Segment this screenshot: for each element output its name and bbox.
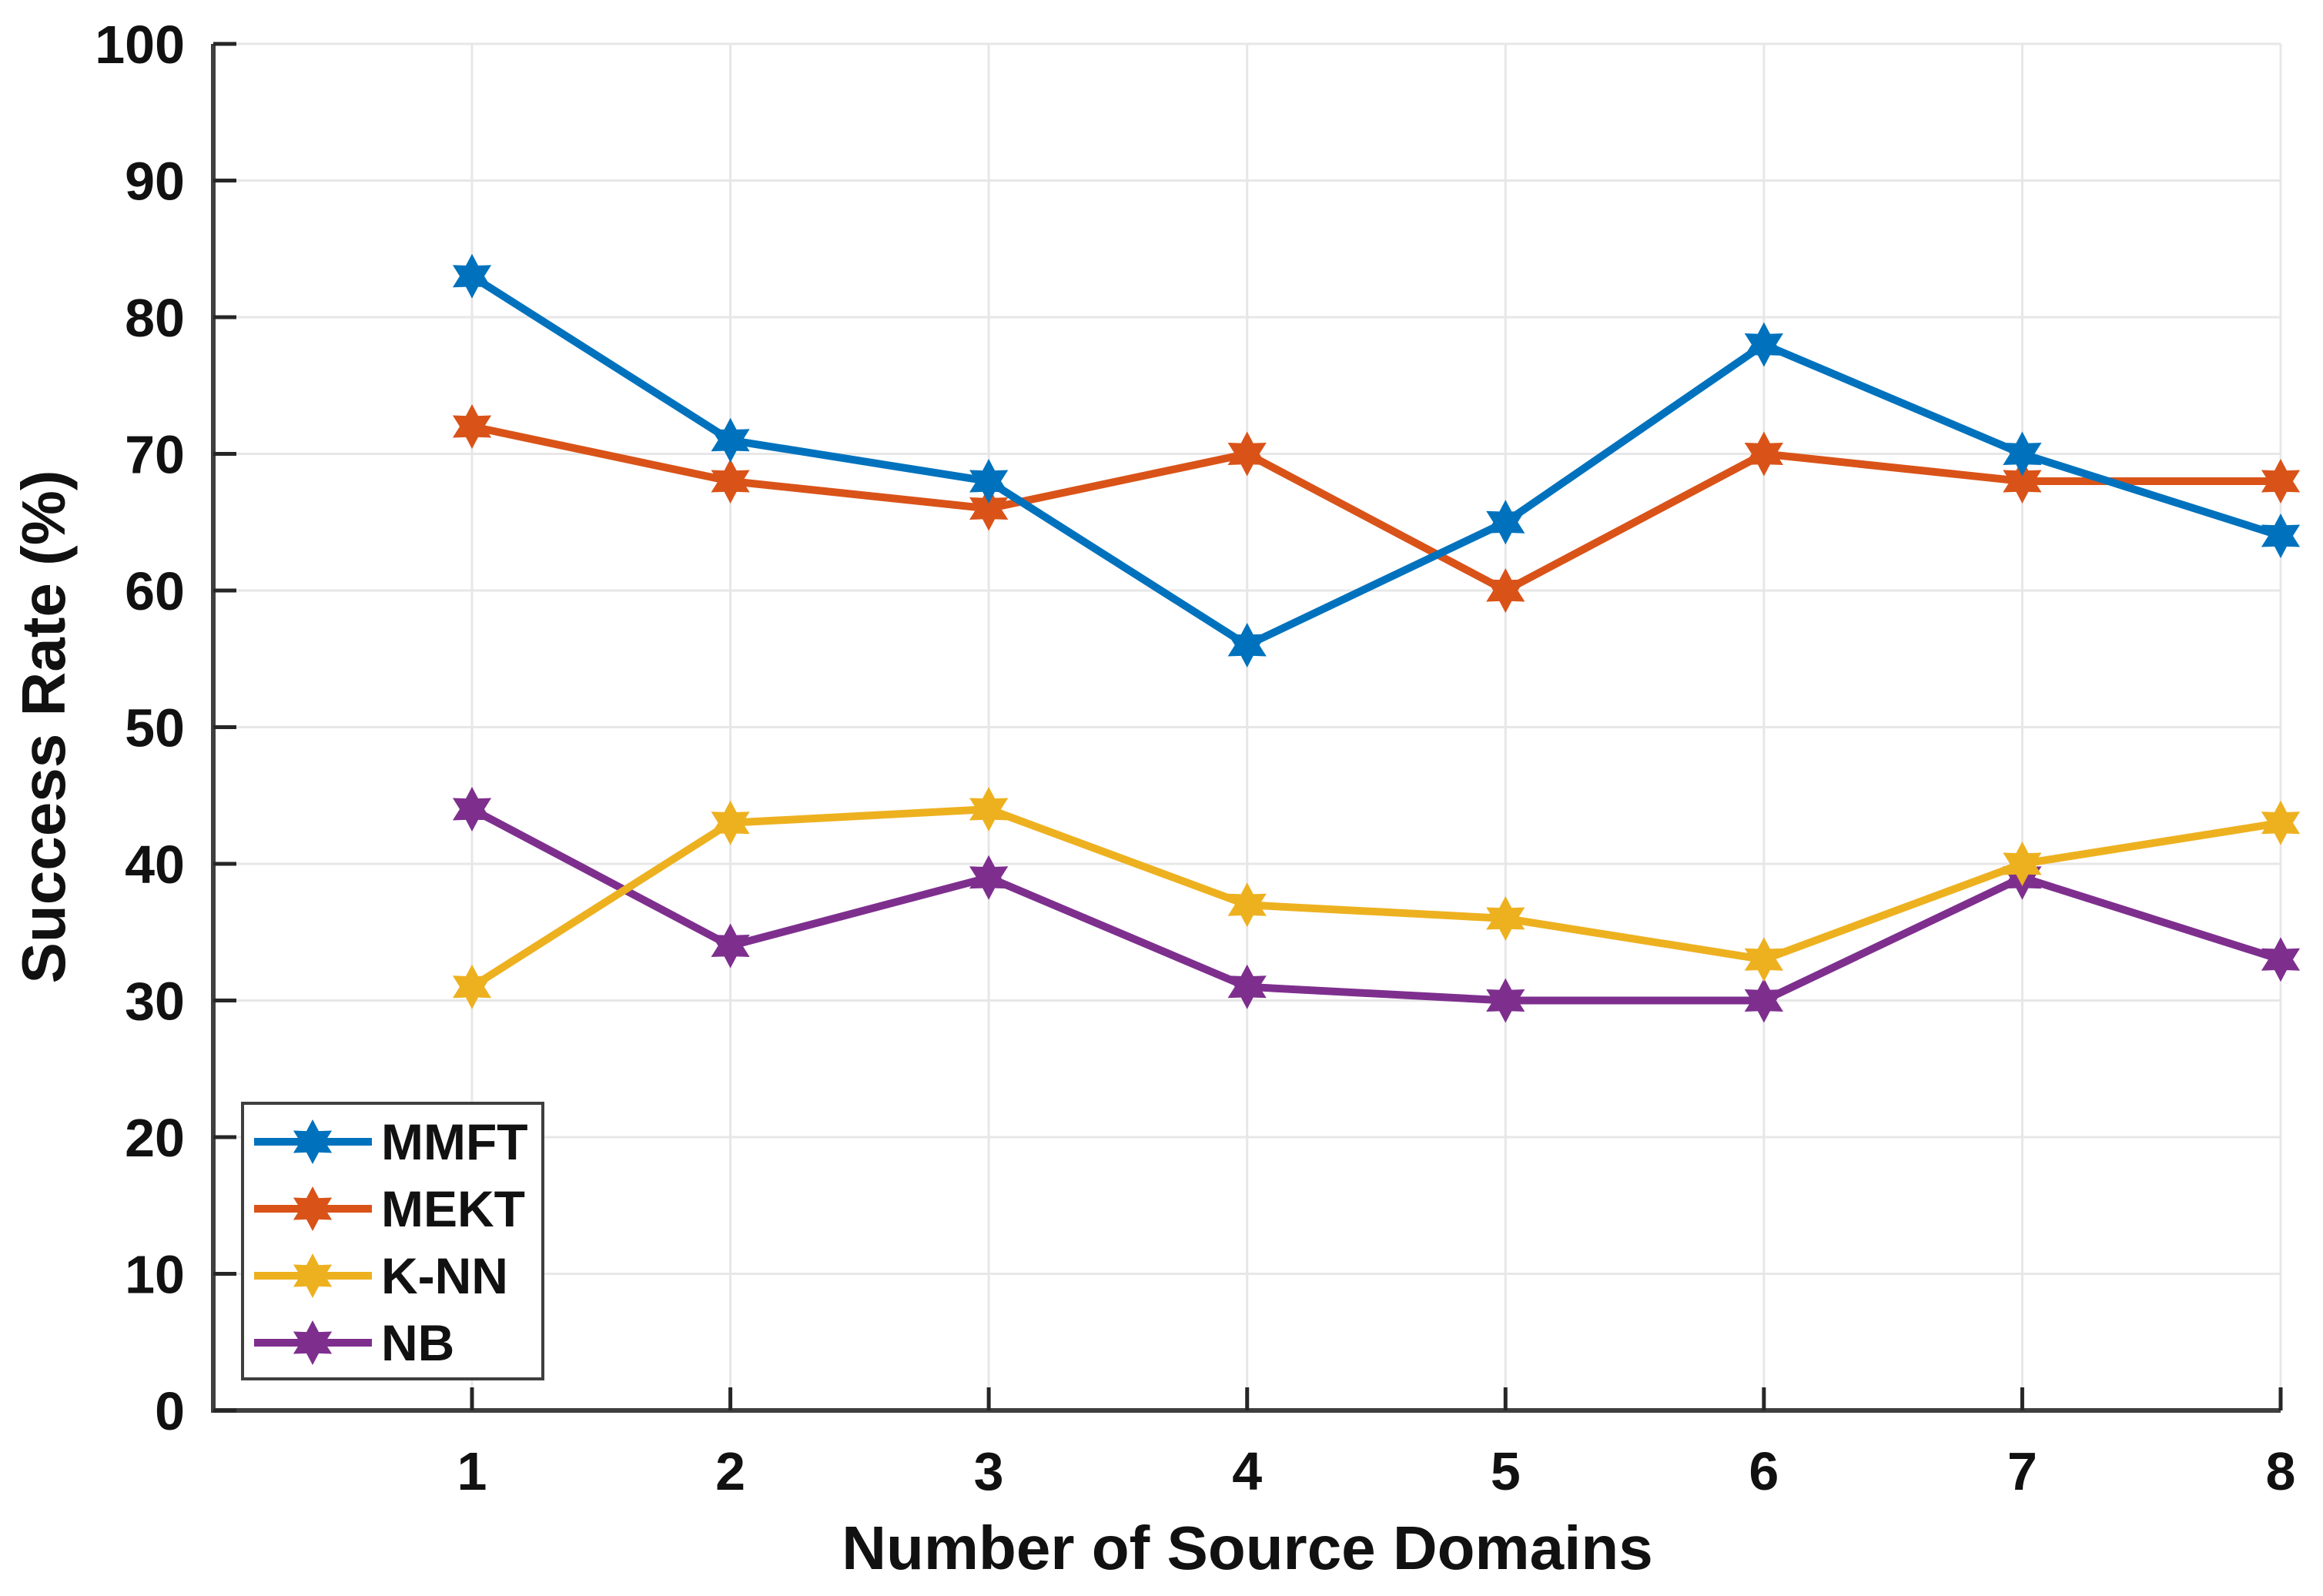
legend-label: NB xyxy=(381,1314,454,1371)
y-tick-label: 30 xyxy=(125,972,185,1032)
x-axis-title: Number of Source Domains xyxy=(842,1514,1653,1582)
series-marker-MMFT xyxy=(711,417,750,463)
series-marker-MEKT xyxy=(1744,431,1783,477)
series-marker-NB xyxy=(1227,964,1267,1009)
series-marker-K-NN xyxy=(711,800,750,845)
series-line-NB xyxy=(468,805,2285,1005)
series-marker-MMFT xyxy=(969,459,1009,504)
legend-item-K-NN: K-NN xyxy=(254,1247,508,1304)
x-tick-label: 6 xyxy=(1749,1441,1779,1501)
series-marker-K-NN xyxy=(452,964,492,1009)
series-line-MMFT xyxy=(468,272,2285,649)
series-marker-K-NN xyxy=(1227,882,1267,928)
y-axis-title: Success Rate (%) xyxy=(9,470,78,984)
y-tick-label: 90 xyxy=(125,152,185,212)
legend-item-MMFT: MMFT xyxy=(254,1113,528,1170)
series-marker-NB xyxy=(711,923,750,969)
series-marker-K-NN xyxy=(2261,800,2301,845)
series-marker-NB xyxy=(1486,978,1525,1023)
y-tick-label: 10 xyxy=(125,1245,185,1305)
legend-marker xyxy=(293,1253,333,1298)
series-marker-K-NN xyxy=(2003,841,2042,886)
x-tick-label: 7 xyxy=(2007,1441,2037,1501)
x-tick-label: 8 xyxy=(2266,1441,2296,1501)
y-tick-label: 40 xyxy=(125,835,185,895)
legend-item-NB: NB xyxy=(254,1314,454,1371)
legend-marker xyxy=(293,1320,333,1365)
series-marker-MEKT xyxy=(452,404,492,449)
y-tick-label: 20 xyxy=(125,1108,185,1168)
y-tick-label: 50 xyxy=(125,698,185,758)
series-marker-MMFT xyxy=(2003,431,2042,477)
series-line-K-NN xyxy=(468,805,2285,991)
legend-label: MMFT xyxy=(381,1113,528,1170)
series-marker-MEKT xyxy=(711,459,750,504)
y-tick-label: 60 xyxy=(125,561,185,621)
series-marker-K-NN xyxy=(1744,937,1783,982)
x-tick-label: 2 xyxy=(715,1441,745,1501)
series-marker-MMFT xyxy=(1744,322,1783,367)
series-marker-MMFT xyxy=(1227,623,1267,668)
axes xyxy=(211,42,2283,1413)
series-marker-MMFT xyxy=(452,253,492,299)
y-tick-label: 70 xyxy=(125,425,185,485)
x-tick-label: 5 xyxy=(1491,1441,1521,1501)
x-tick-label: 3 xyxy=(974,1441,1004,1501)
legend-label: MEKT xyxy=(381,1180,525,1237)
series-marker-NB xyxy=(969,855,1009,900)
series-marker-MMFT xyxy=(2261,514,2301,558)
x-tick-label: 4 xyxy=(1232,1441,1262,1501)
y-tick-label: 100 xyxy=(95,15,185,75)
series-marker-K-NN xyxy=(969,787,1009,831)
series-marker-NB xyxy=(1744,978,1783,1023)
legend-box xyxy=(241,1102,544,1380)
legend-marker xyxy=(293,1119,333,1164)
series-marker-MMFT xyxy=(1486,500,1525,545)
series-line-MEKT xyxy=(468,423,2285,594)
series-marker-MEKT xyxy=(1486,568,1525,613)
series-marker-NB xyxy=(2261,937,2301,982)
y-tick-label: 80 xyxy=(125,288,185,348)
series-marker-MEKT xyxy=(2261,459,2301,504)
data-series xyxy=(452,253,2301,1023)
series-marker-MEKT xyxy=(2003,459,2042,504)
series-marker-MEKT xyxy=(969,486,1009,531)
series-marker-NB xyxy=(452,787,492,831)
series-marker-MEKT xyxy=(1227,431,1267,477)
series-marker-K-NN xyxy=(1486,896,1525,941)
legend-item-MEKT: MEKT xyxy=(254,1180,525,1237)
tick-labels: 0 10 20 30 40 50 60 70 80 90 100 1 2 3 4 5 6 7 8 xyxy=(95,15,2295,1501)
y-tick-label: 0 xyxy=(155,1381,185,1441)
legend-marker xyxy=(293,1186,333,1231)
legend: MMFT MEKT K-NN NB xyxy=(241,1102,544,1380)
legend-label: K-NN xyxy=(381,1247,508,1304)
x-tick-label: 1 xyxy=(457,1441,487,1501)
